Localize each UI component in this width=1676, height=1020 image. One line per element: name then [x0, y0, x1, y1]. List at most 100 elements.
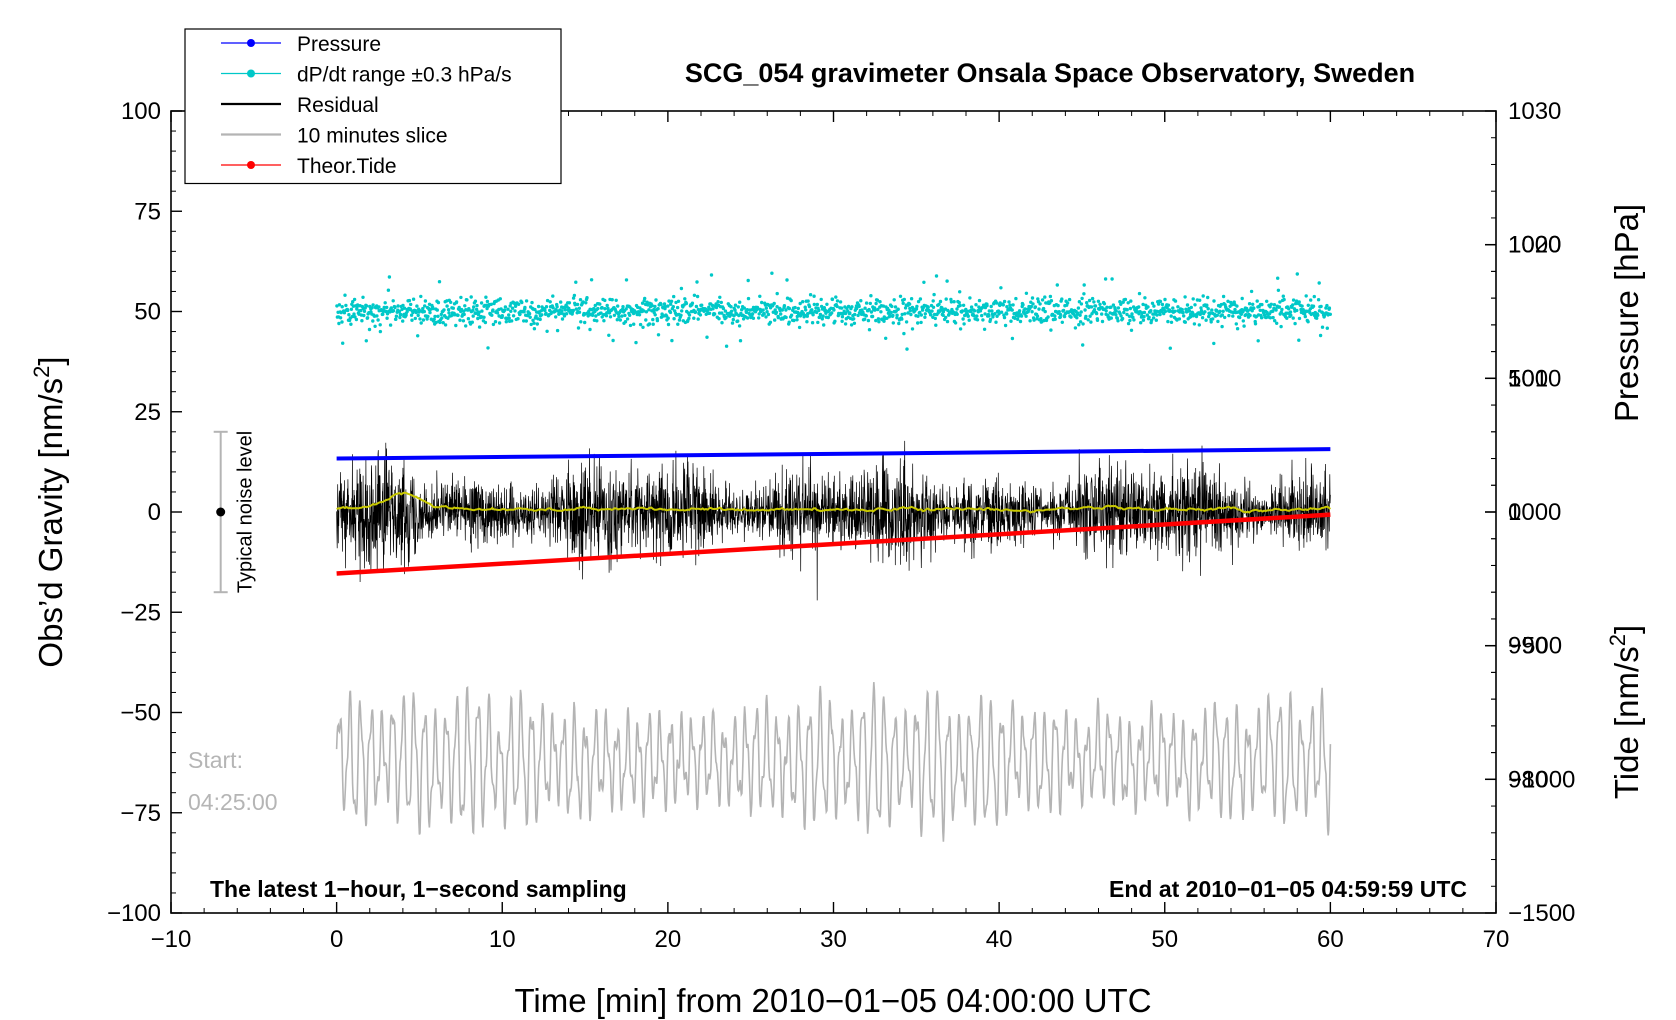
- dpdt-point: [916, 314, 920, 318]
- dpdt-point: [1024, 314, 1028, 318]
- dpdt-point: [1058, 315, 1063, 319]
- dpdt-point: [705, 335, 709, 339]
- dpdt-point: [347, 313, 351, 317]
- dpdt-point: [1185, 303, 1190, 307]
- dpdt-point: [1171, 306, 1175, 310]
- dpdt-point: [819, 297, 823, 302]
- dpdt-point: [385, 305, 389, 310]
- dpdt-point: [910, 305, 915, 310]
- dpdt-point: [766, 312, 771, 317]
- dpdt-point: [733, 308, 737, 312]
- dpdt-point: [1056, 303, 1060, 308]
- dpdt-point: [589, 278, 594, 282]
- dpdt-point: [961, 317, 965, 321]
- dpdt-point: [446, 308, 451, 312]
- dpdt-point: [370, 306, 374, 310]
- dpdt-point: [520, 300, 524, 305]
- dpdt-point: [506, 307, 510, 311]
- dpdt-point: [1057, 310, 1061, 314]
- dpdt-point: [1109, 316, 1114, 320]
- dpdt-point: [1011, 303, 1015, 307]
- dpdt-point: [687, 313, 692, 317]
- dpdt-point: [548, 300, 552, 304]
- dpdt-point: [474, 307, 479, 312]
- y-tide-tick-label: −500: [1508, 633, 1562, 660]
- dpdt-point: [1238, 315, 1242, 320]
- dpdt-point: [623, 320, 628, 324]
- dpdt-point: [1039, 317, 1043, 321]
- dpdt-point: [975, 318, 980, 322]
- y-pressure-tick-label: 1000: [1508, 499, 1561, 526]
- dpdt-point: [898, 294, 903, 298]
- dpdt-point: [869, 310, 874, 314]
- dpdt-point: [820, 317, 824, 321]
- dpdt-point: [642, 309, 646, 313]
- dpdt-point: [341, 341, 345, 345]
- plot-data-layer: [335, 271, 1333, 842]
- dpdt-point: [1116, 319, 1120, 323]
- legend-marker: [247, 161, 255, 169]
- y-left-tick-label: 25: [134, 399, 161, 426]
- dpdt-point: [545, 329, 549, 333]
- legend-label: 10 minutes slice: [297, 125, 448, 148]
- dpdt-point: [909, 312, 913, 317]
- dpdt-point: [612, 313, 617, 317]
- dpdt-point: [1240, 296, 1244, 301]
- dpdt-point: [670, 338, 674, 343]
- dpdt-point: [376, 318, 380, 322]
- dpdt-point: [975, 314, 979, 318]
- dpdt-point: [634, 340, 638, 345]
- dpdt-point: [624, 307, 628, 311]
- dpdt-point: [944, 297, 948, 301]
- dpdt-point: [719, 300, 723, 305]
- dpdt-point: [1092, 308, 1097, 312]
- dpdt-point: [1119, 314, 1123, 318]
- dpdt-point: [1031, 302, 1035, 306]
- dpdt-point: [1018, 319, 1023, 324]
- dpdt-point: [610, 298, 614, 302]
- dpdt-point: [922, 280, 926, 284]
- dpdt-point: [1127, 314, 1132, 318]
- dpdt-point: [1191, 311, 1195, 315]
- dpdt-point: [714, 302, 718, 306]
- dpdt-point: [1205, 303, 1209, 307]
- dpdt-point: [797, 325, 802, 330]
- dpdt-point: [666, 322, 671, 327]
- dpdt-point: [801, 300, 805, 304]
- dpdt-point: [825, 302, 829, 306]
- dpdt-point: [779, 312, 783, 316]
- dpdt-point: [712, 312, 717, 316]
- dpdt-point: [981, 318, 985, 322]
- dpdt-point: [1291, 303, 1295, 307]
- dpdt-point: [1206, 307, 1210, 311]
- dpdt-point: [382, 305, 386, 310]
- dpdt-point: [897, 321, 901, 326]
- dpdt-point: [1100, 312, 1104, 316]
- dpdt-point: [1147, 315, 1151, 319]
- dpdt-point: [844, 311, 848, 316]
- dpdt-point: [638, 322, 643, 327]
- dpdt-point: [770, 271, 774, 275]
- dpdt-point: [724, 344, 729, 348]
- dpdt-point: [1084, 314, 1088, 319]
- x-tick-label: 50: [1151, 926, 1178, 953]
- dpdt-point: [1227, 313, 1231, 318]
- dpdt-point: [442, 308, 446, 312]
- dpdt-point: [765, 310, 769, 314]
- dpdt-point: [1220, 324, 1224, 329]
- dpdt-point: [806, 299, 810, 303]
- dpdt-point: [772, 301, 776, 306]
- dpdt-point: [1318, 333, 1323, 338]
- dpdt-point: [483, 320, 488, 325]
- dpdt-point: [1309, 298, 1313, 302]
- dpdt-point: [551, 294, 555, 298]
- dpdt-point: [1187, 309, 1192, 313]
- residual-smoothed-line: [336, 491, 1332, 514]
- dpdt-point: [449, 300, 453, 304]
- dpdt-point: [1049, 328, 1053, 332]
- dpdt-point: [1210, 308, 1214, 312]
- noise-center-dot: [216, 507, 226, 517]
- legend-label: Theor.Tide: [297, 155, 397, 178]
- dpdt-point: [1098, 302, 1102, 306]
- dpdt-point: [1151, 316, 1156, 320]
